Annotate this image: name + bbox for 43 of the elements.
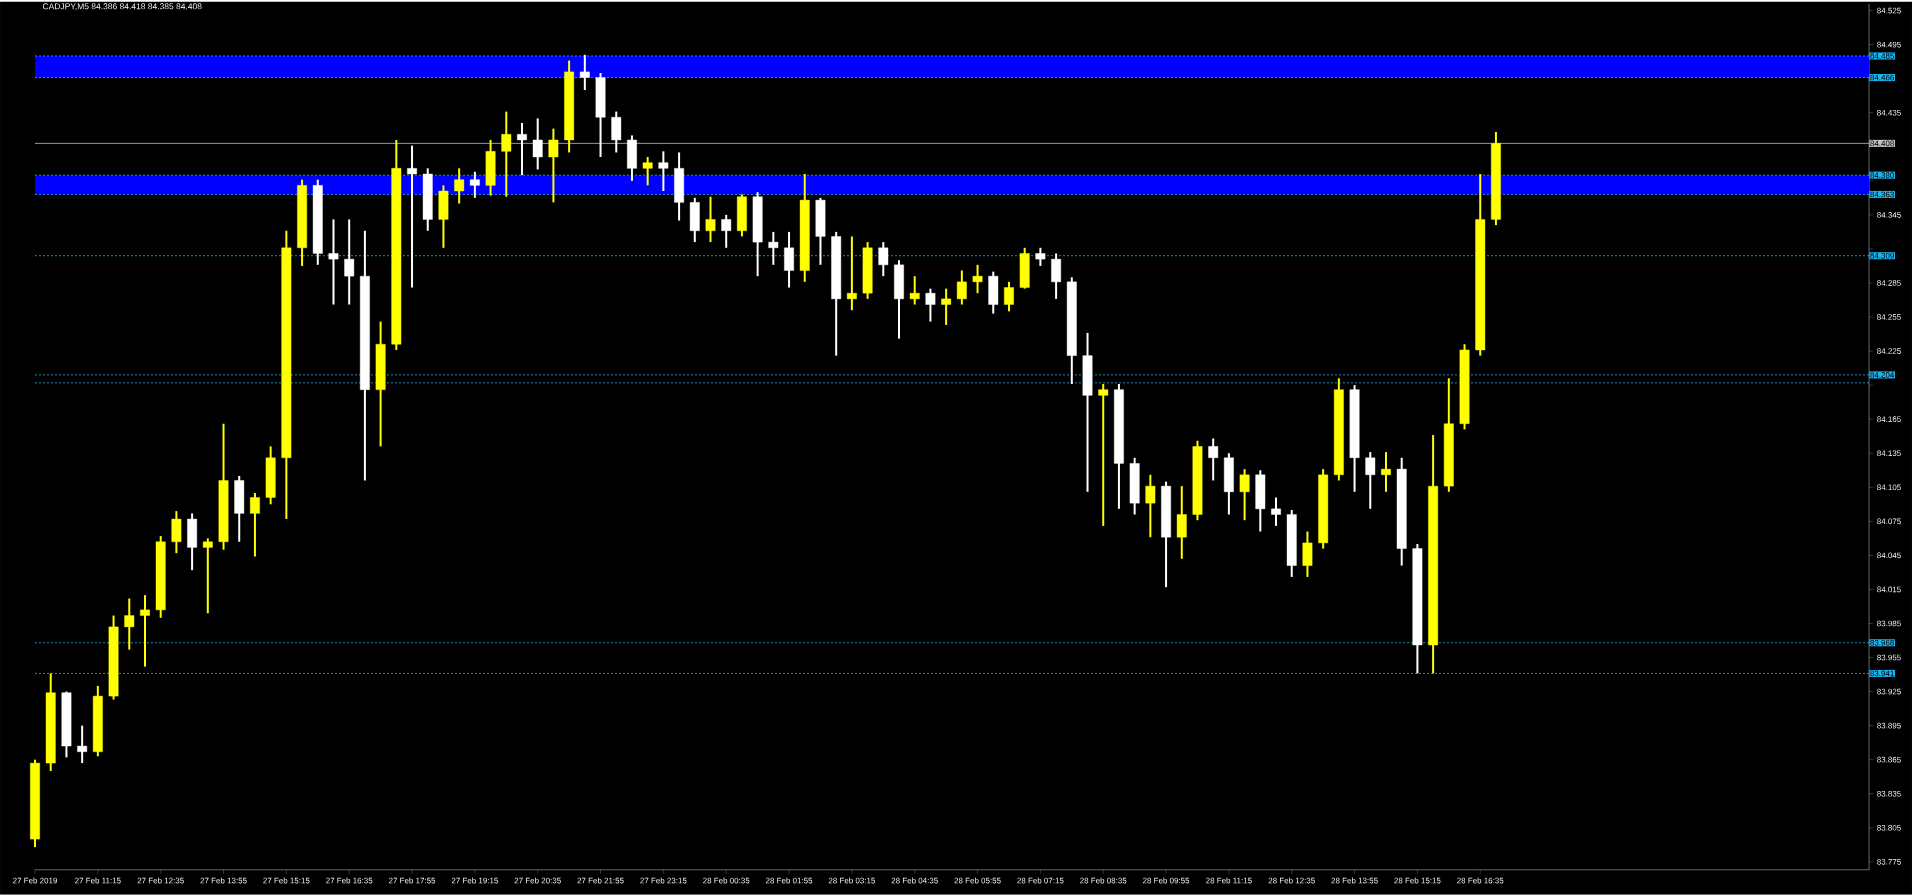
candlestick [77, 724, 88, 765]
candlestick [705, 195, 716, 244]
candlestick [469, 170, 480, 199]
candlestick [768, 231, 779, 266]
candlestick [972, 263, 983, 295]
candlestick [1239, 468, 1250, 522]
candlestick [250, 492, 260, 558]
candlestick [878, 241, 889, 278]
candlestick [1208, 437, 1219, 482]
candlestick [328, 218, 339, 306]
candlestick [202, 537, 213, 615]
candlestick [548, 127, 559, 204]
candlestick [925, 287, 936, 323]
candlestick [532, 117, 543, 171]
candlestick [909, 275, 920, 306]
candlestick [1176, 485, 1187, 560]
candlestick [1145, 473, 1156, 539]
candlestick [1271, 496, 1281, 527]
candlestick [579, 53, 590, 92]
candlestick [1004, 280, 1014, 313]
candlestick [941, 287, 952, 327]
candlestick [721, 213, 732, 249]
candlestick [501, 110, 512, 198]
candlestick [846, 235, 857, 312]
chart-title: CADJPY,M5 84.386 84.418 84.385 84.408 [42, 3, 202, 11]
candlestick [1051, 252, 1062, 300]
candlestick [344, 218, 355, 306]
candlestick [784, 231, 794, 289]
candlestick [124, 597, 135, 651]
candlestick [658, 150, 669, 193]
candlestick [1302, 530, 1313, 579]
candlestick [407, 144, 417, 289]
candlestick [140, 594, 150, 668]
candlestick [1035, 246, 1046, 268]
candlestick [171, 510, 182, 555]
candlestick [454, 167, 465, 205]
candlestick [1365, 451, 1376, 510]
candlestick [1381, 451, 1391, 493]
candlestick [956, 269, 967, 306]
candlestick [611, 110, 622, 154]
candlestick [642, 156, 653, 187]
candlestick [517, 122, 527, 177]
candlestick [1098, 383, 1109, 527]
